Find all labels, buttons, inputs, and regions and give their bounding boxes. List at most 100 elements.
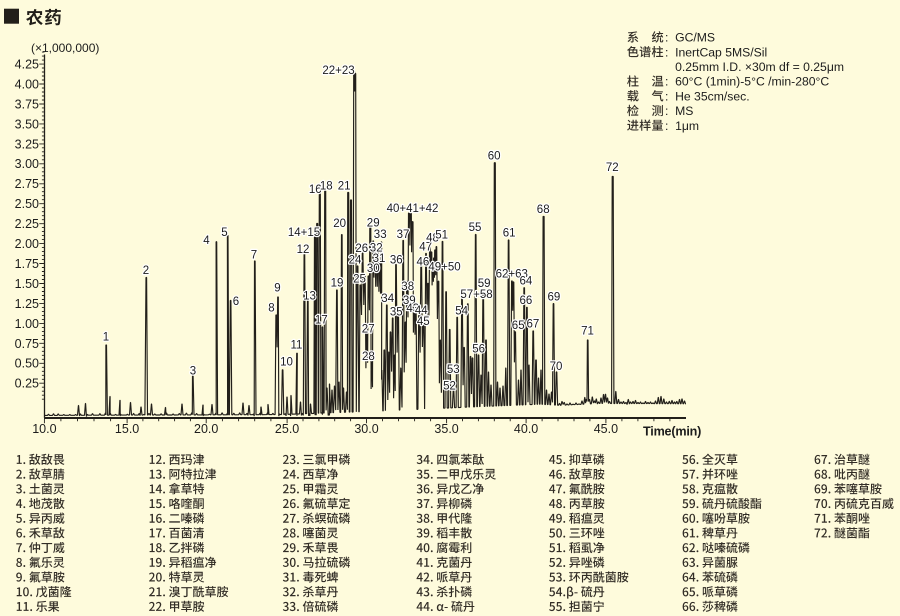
svg-text:2.75: 2.75: [15, 177, 39, 191]
svg-text:16: 16: [309, 184, 322, 196]
svg-text:59: 59: [478, 278, 491, 290]
svg-text:52: 52: [443, 380, 456, 392]
svg-text:7: 7: [251, 250, 257, 262]
svg-text::: :: [665, 89, 668, 103]
svg-text:3.25: 3.25: [15, 137, 39, 151]
svg-text:2.00: 2.00: [15, 237, 39, 251]
svg-text:43: 43: [406, 303, 419, 315]
svg-text:61: 61: [503, 228, 516, 240]
svg-text:46: 46: [417, 256, 430, 268]
svg-text:72: 72: [606, 162, 619, 174]
svg-text:35: 35: [390, 306, 403, 318]
svg-text:2: 2: [143, 265, 149, 277]
svg-text:0.25mm I.D. ×30m df = 0.25μm: 0.25mm I.D. ×30m df = 0.25μm: [675, 60, 844, 74]
svg-text:47: 47: [419, 242, 432, 254]
svg-text:31: 31: [373, 253, 386, 265]
svg-text:32: 32: [370, 243, 383, 255]
svg-text:He 35cm/sec.: He 35cm/sec.: [675, 89, 750, 103]
svg-text:37: 37: [397, 229, 410, 241]
svg-text:56: 56: [472, 344, 485, 356]
svg-text:55: 55: [469, 222, 482, 234]
svg-text:14+15: 14+15: [288, 227, 320, 239]
svg-text:25.0: 25.0: [275, 422, 299, 436]
svg-text:71: 71: [581, 326, 594, 338]
svg-text:18: 18: [320, 180, 333, 192]
svg-text:MS: MS: [675, 104, 693, 118]
svg-text:1μm: 1μm: [675, 119, 699, 133]
svg-text:40+41+42: 40+41+42: [387, 203, 439, 215]
svg-text:0.50: 0.50: [15, 357, 39, 371]
svg-text:65: 65: [512, 320, 525, 332]
svg-text:19: 19: [331, 277, 344, 289]
svg-text:26: 26: [355, 243, 368, 255]
svg-text:25: 25: [353, 274, 366, 286]
svg-text:InertCap 5MS/Sil: InertCap 5MS/Sil: [675, 45, 767, 59]
svg-text::: :: [665, 45, 668, 59]
svg-text:69: 69: [548, 292, 561, 304]
svg-text:20.0: 20.0: [194, 422, 218, 436]
svg-text:0.75: 0.75: [15, 337, 39, 351]
svg-text:2.25: 2.25: [15, 217, 39, 231]
svg-text:45.0: 45.0: [594, 422, 618, 436]
svg-text:9: 9: [274, 283, 280, 295]
svg-text:1.50: 1.50: [15, 277, 39, 291]
svg-text:20: 20: [333, 218, 346, 230]
svg-text::: :: [665, 75, 668, 89]
svg-text:4.25: 4.25: [15, 58, 39, 72]
svg-text:64: 64: [520, 276, 533, 288]
svg-text:4: 4: [203, 235, 210, 247]
svg-text:30: 30: [367, 263, 380, 275]
svg-text:60: 60: [488, 150, 501, 162]
svg-text:15.0: 15.0: [115, 422, 139, 436]
svg-text:3.00: 3.00: [15, 157, 39, 171]
svg-text:1.75: 1.75: [15, 257, 39, 271]
svg-text:45: 45: [417, 316, 430, 328]
svg-text:34: 34: [381, 293, 394, 305]
svg-text:57+58: 57+58: [460, 289, 492, 301]
svg-text:5: 5: [221, 227, 227, 239]
svg-text:48: 48: [426, 233, 439, 245]
svg-text:27: 27: [362, 324, 375, 336]
svg-text:49+50: 49+50: [428, 262, 460, 274]
svg-text:24: 24: [349, 255, 362, 267]
svg-text:67: 67: [527, 319, 540, 331]
svg-text:4.00: 4.00: [15, 77, 39, 91]
svg-text:3.50: 3.50: [15, 117, 39, 131]
svg-text:0.25: 0.25: [15, 377, 39, 391]
svg-text:22+23: 22+23: [322, 65, 354, 77]
svg-text:66: 66: [520, 295, 533, 307]
svg-text:36: 36: [390, 255, 403, 267]
svg-text:51: 51: [435, 229, 448, 241]
svg-text:35.0: 35.0: [434, 422, 458, 436]
svg-text:(×1,000,000): (×1,000,000): [31, 41, 99, 55]
svg-text:1.00: 1.00: [15, 317, 39, 331]
svg-text:29: 29: [367, 218, 380, 230]
svg-text::: :: [665, 31, 668, 45]
svg-text:Time(min): Time(min): [643, 425, 701, 439]
svg-text:38: 38: [401, 281, 414, 293]
svg-text:10: 10: [280, 357, 293, 369]
svg-text:60°C (1min)-5°C /min-280°C: 60°C (1min)-5°C /min-280°C: [675, 75, 829, 89]
svg-text:68: 68: [537, 204, 550, 216]
svg-text:21: 21: [338, 180, 351, 192]
svg-text:44: 44: [415, 305, 428, 317]
svg-text:70: 70: [550, 361, 563, 373]
svg-text:6: 6: [233, 296, 239, 308]
svg-text:17: 17: [315, 314, 328, 326]
svg-text:3.75: 3.75: [15, 97, 39, 111]
svg-text:33: 33: [374, 229, 387, 241]
svg-text:30.0: 30.0: [354, 422, 378, 436]
svg-text:1: 1: [103, 332, 109, 344]
svg-text:28: 28: [362, 351, 375, 363]
svg-text:2.50: 2.50: [15, 197, 39, 211]
svg-text:40.0: 40.0: [514, 422, 538, 436]
svg-text:54: 54: [455, 306, 468, 318]
svg-text:13: 13: [303, 291, 316, 303]
svg-text:3: 3: [190, 366, 196, 378]
svg-text:11: 11: [291, 340, 303, 352]
svg-text:39: 39: [403, 295, 416, 307]
svg-text::: :: [665, 119, 668, 133]
svg-text:1.25: 1.25: [15, 297, 39, 311]
svg-text:GC/MS: GC/MS: [675, 31, 715, 45]
svg-text:8: 8: [268, 303, 274, 315]
